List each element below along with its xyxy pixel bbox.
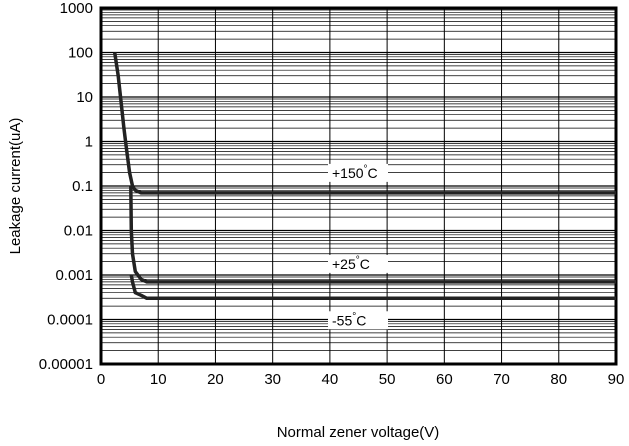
y-tick-label: 0.001 (55, 267, 93, 284)
x-tick-label: 40 (322, 371, 339, 388)
plot-frame (99, 6, 618, 366)
grid (101, 8, 616, 364)
x-tick-label: 70 (493, 371, 510, 388)
x-tick-label: 10 (150, 371, 167, 388)
series-curves (112, 52, 616, 301)
series-line (129, 185, 616, 284)
series-label-bg (328, 254, 388, 273)
series-label: +25°C (332, 255, 370, 272)
y-tick-label: 0.1 (72, 178, 93, 195)
x-tick-label: 90 (608, 371, 625, 388)
x-tick-label: 60 (436, 371, 453, 388)
series-label-bg (328, 311, 388, 330)
series-labels: +150°C +25°C -55°C (328, 163, 388, 330)
y-tick-label: 10 (76, 89, 93, 106)
x-tick-label: 80 (550, 371, 567, 388)
x-tick-labels: 0 10 20 30 40 50 60 70 80 90 (97, 371, 625, 388)
y-tick-label: 1 (85, 134, 93, 151)
x-tick-label: 50 (379, 371, 396, 388)
y-axis-title: Leakage current(uA) (7, 118, 24, 255)
y-tick-label: 100 (68, 45, 93, 62)
y-tick-labels: 0.00001 0.0001 0.001 0.01 0.1 1 10 100 1000 (39, 0, 93, 373)
y-tick-label: 1000 (60, 0, 93, 17)
x-tick-label: 20 (207, 371, 224, 388)
series-label-bg (328, 163, 388, 182)
y-tick-label: 0.01 (64, 223, 93, 240)
x-tick-label: 30 (264, 371, 281, 388)
y-tick-label: 0.00001 (39, 356, 93, 373)
series-line (129, 274, 616, 301)
series-line (112, 52, 616, 195)
y-tick-label: 0.0001 (47, 312, 93, 329)
x-tick-label: 0 (97, 371, 105, 388)
series-label: -55°C (332, 311, 366, 328)
x-axis-title: Normal zener voltage(V) (277, 424, 440, 441)
series-label: +150°C (332, 164, 378, 181)
